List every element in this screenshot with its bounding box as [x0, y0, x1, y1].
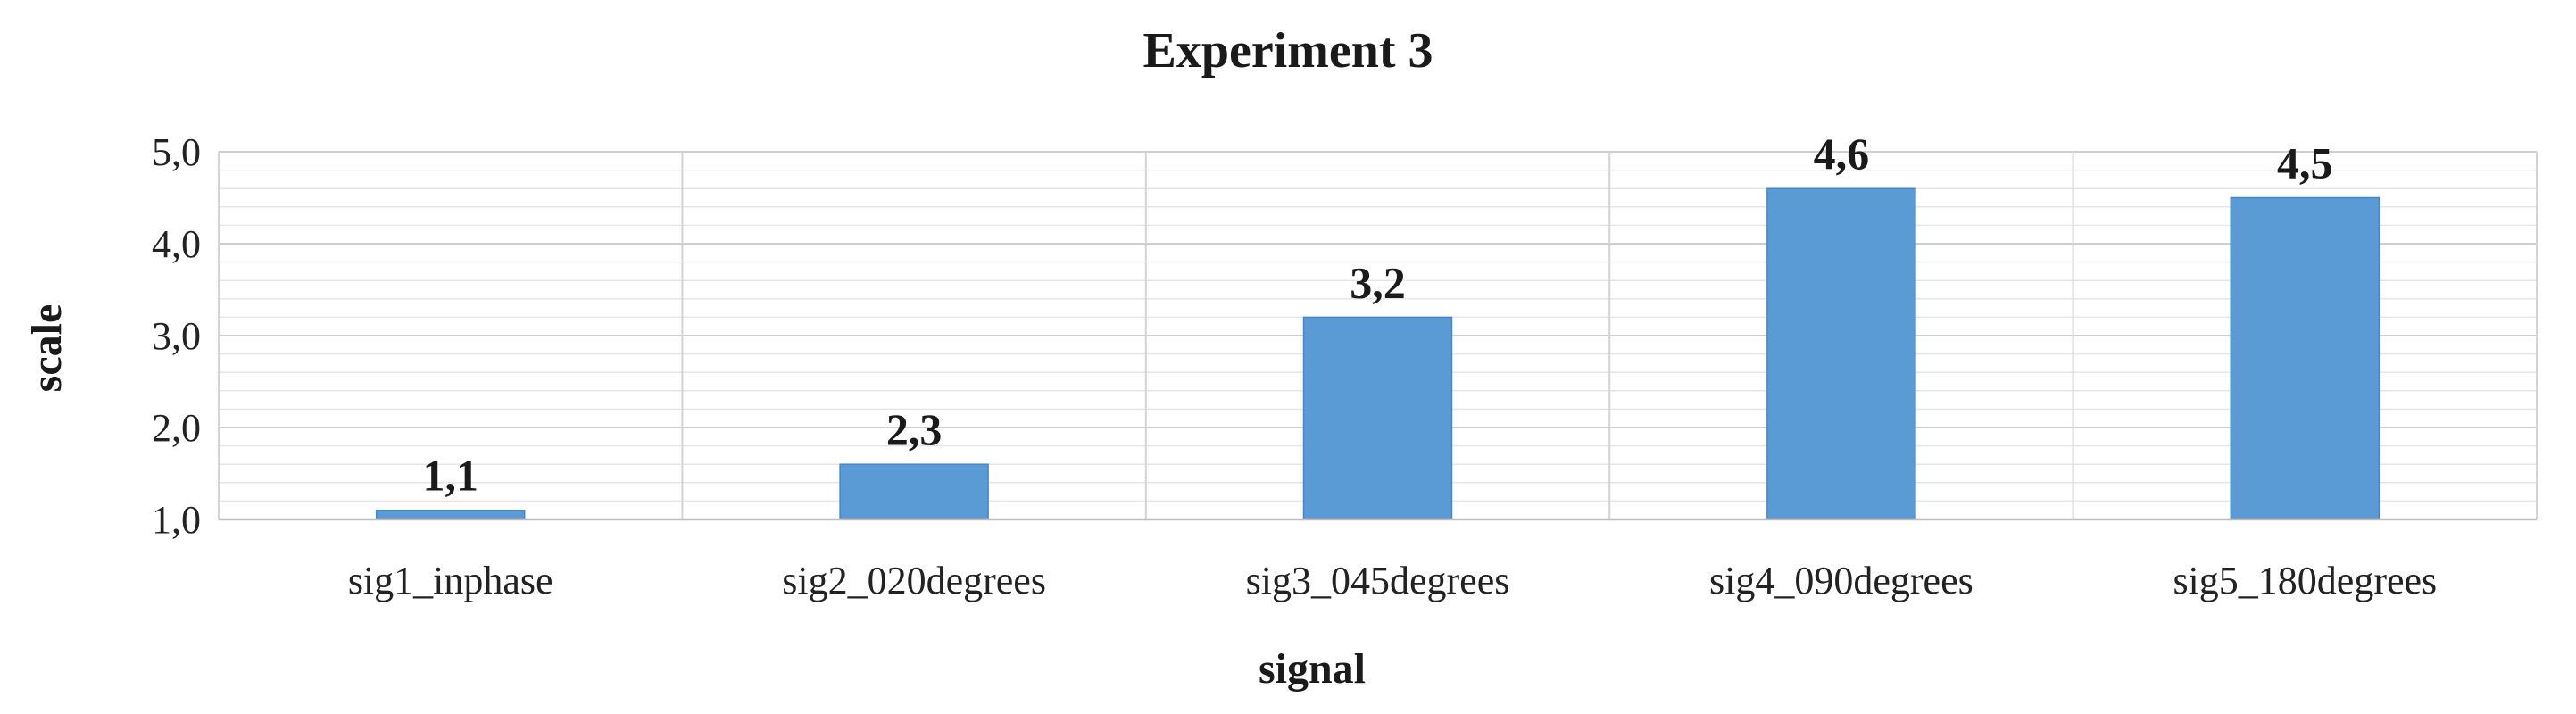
- category-label: sig1_inphase: [348, 559, 553, 602]
- y-tick-label: 5,0: [152, 130, 201, 174]
- bar: [2230, 196, 2381, 520]
- bar: [839, 463, 989, 520]
- data-label: 1,1: [422, 451, 478, 501]
- labels: 1,1 sig1_inphase 2,3 sig2_020degrees 3,2 sig3…: [348, 129, 2437, 602]
- y-tick-label: 3,0: [152, 314, 201, 358]
- bar: [375, 509, 526, 520]
- category-label: sig3_045degrees: [1246, 559, 1510, 602]
- y-tick-label: 4,0: [152, 222, 201, 266]
- axes: 1,0 2,0 3,0 4,0 5,0: [152, 130, 2537, 542]
- bar: [1302, 316, 1453, 520]
- y-tick-label: 2,0: [152, 406, 201, 450]
- category-label: sig4_090degrees: [1709, 559, 1974, 602]
- category-label: sig5_180degrees: [2173, 559, 2437, 602]
- data-label: 4,5: [2277, 138, 2333, 188]
- data-label: 4,6: [1814, 129, 1870, 178]
- data-label: 2,3: [886, 404, 943, 454]
- data-label: 3,2: [1350, 257, 1406, 307]
- y-tick-label: 1,0: [152, 498, 201, 542]
- bars: [375, 187, 2381, 520]
- y-axis-title: scale: [23, 304, 71, 393]
- x-axis-title: signal: [1259, 645, 1366, 693]
- bar: [1766, 187, 1916, 520]
- category-label: sig2_020degrees: [782, 559, 1046, 602]
- chart-title: Experiment 3: [1143, 23, 1433, 79]
